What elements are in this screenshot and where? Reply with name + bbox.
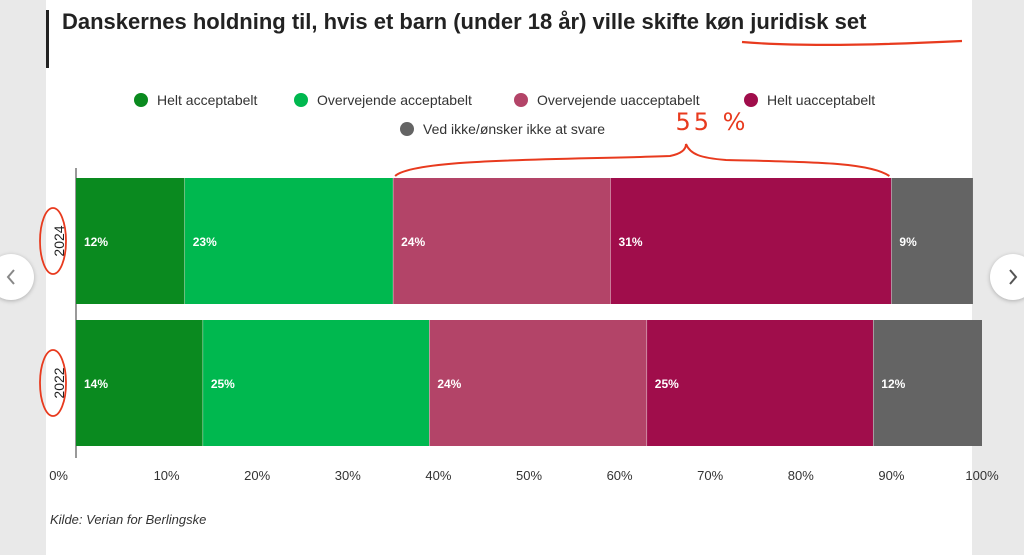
data-label: 9% (899, 235, 917, 249)
data-label: 12% (84, 235, 108, 249)
data-label: 14% (84, 377, 108, 391)
x-tick-label: 0% (49, 468, 68, 483)
legend-dot (514, 93, 528, 107)
x-tick-label: 60% (607, 468, 633, 483)
title-accent-bar (46, 10, 49, 68)
bar-segment (429, 320, 647, 446)
legend-item-overvejende-uacceptabelt: Overvejende uacceptabelt (514, 91, 700, 109)
x-tick-label: 20% (244, 468, 270, 483)
bar-segment (202, 320, 430, 446)
legend-label: Ved ikke/ønsker ikke at svare (423, 121, 606, 137)
bar-segment (646, 320, 874, 446)
y-tick-label: 2024 (51, 225, 67, 256)
year-circle-annotation (39, 349, 67, 417)
legend-item-helt-uacceptabelt: Helt uacceptabelt (744, 91, 875, 109)
chart-title: Danskernes holdning til, hvis et barn (u… (62, 9, 867, 34)
legend-dot (744, 93, 758, 107)
data-label: 25% (655, 377, 679, 391)
legend-item-overvejende-acceptabelt: Overvejende acceptabelt (294, 91, 472, 109)
legend-label: Overvejende uacceptabelt (537, 92, 700, 108)
data-label: 24% (437, 377, 461, 391)
x-tick-label: 80% (788, 468, 814, 483)
next-slide-button[interactable] (990, 254, 1024, 300)
data-label: 25% (211, 377, 235, 391)
bar-segment (76, 178, 185, 304)
bar-segment (891, 178, 973, 304)
bar-segment (873, 320, 982, 446)
legend-item-ved-ikke: Ved ikke/ønsker ikke at svare (400, 120, 605, 138)
legend-dot (294, 93, 308, 107)
legend-label: Overvejende acceptabelt (317, 92, 472, 108)
chevron-left-icon (6, 269, 15, 285)
data-label: 12% (881, 377, 905, 391)
x-tick-label: 100% (965, 468, 999, 483)
x-tick-label: 70% (697, 468, 723, 483)
data-label: 23% (193, 235, 217, 249)
legend-label: Helt uacceptabelt (767, 92, 876, 108)
x-tick-label: 50% (516, 468, 542, 483)
x-tick-label: 10% (154, 468, 180, 483)
bar-segment (393, 178, 611, 304)
source-note: Kilde: Verian for Berlingske (50, 512, 207, 527)
legend-dot (400, 122, 414, 136)
annotation-text: 55 % (676, 108, 749, 136)
year-circle-annotation (39, 207, 67, 275)
legend-dot (134, 93, 148, 107)
y-tick-label: 2022 (51, 367, 67, 398)
bar-segment (610, 178, 892, 304)
bar-segment (184, 178, 394, 304)
x-tick-label: 40% (425, 468, 451, 483)
brace-annotation (394, 143, 890, 177)
title-underline-annotation (741, 39, 963, 47)
bar-segment (76, 320, 203, 446)
chevron-right-icon (1009, 269, 1018, 285)
data-label: 31% (619, 235, 643, 249)
x-tick-label: 30% (335, 468, 361, 483)
legend-label: Helt acceptabelt (157, 92, 258, 108)
x-tick-label: 90% (878, 468, 904, 483)
data-label: 24% (401, 235, 425, 249)
legend-item-helt-acceptabelt: Helt acceptabelt (134, 91, 257, 109)
